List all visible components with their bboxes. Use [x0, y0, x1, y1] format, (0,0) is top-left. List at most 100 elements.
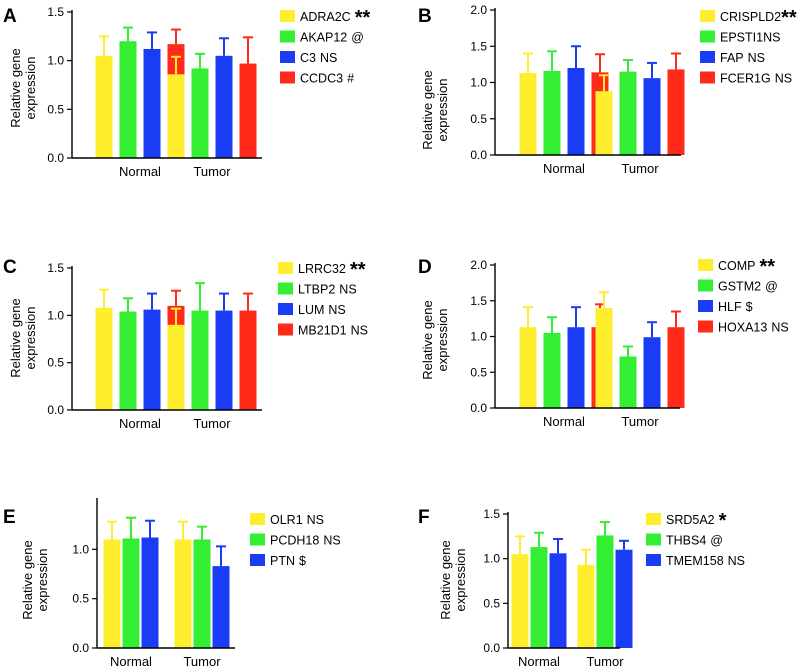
panel-b: B Relative geneexpression Normal Tumor 0.0 0.… — [418, 3, 797, 176]
y-tick-label: 0.5 — [470, 112, 487, 126]
bar-mb21d1-tumor — [239, 310, 257, 410]
y-tick-label: 0.5 — [470, 365, 487, 379]
legend-swatch-crispld2 — [700, 10, 715, 22]
y-tick-label: 1.0 — [470, 330, 487, 344]
y-tick-label: 0.0 — [47, 403, 64, 417]
legend-gene-name: C3 — [300, 51, 316, 65]
legend-swatch-olr1 — [250, 513, 265, 525]
y-tick-label: 0.5 — [72, 592, 89, 606]
y-axis-label-line: Relative gene — [420, 300, 435, 380]
x-tick-label-normal: Normal — [119, 416, 161, 431]
bar-crispld2-tumor — [595, 91, 613, 155]
x-tick-label-normal: Normal — [543, 414, 585, 429]
panel-letter: C — [3, 257, 17, 278]
bar-c3-normal — [143, 48, 161, 159]
legend-gene-name: ADRA2C — [300, 10, 351, 24]
panel-letter: F — [418, 507, 430, 528]
x-tick-label-tumor: Tumor — [193, 164, 231, 179]
y-axis-label-line: Relative gene — [20, 540, 35, 620]
legend-significance-mark: # — [347, 72, 354, 86]
y-tick-label: 1.0 — [483, 552, 500, 566]
bar-olr1-tumor — [174, 539, 192, 648]
y-axis-label-line: Relative gene — [438, 540, 453, 620]
legend-entry-crispld2: CRISPLD2** — [720, 7, 797, 29]
y-tick-label: 1.5 — [470, 39, 487, 53]
bar-srd5a2-normal — [511, 554, 529, 648]
bar-gstm2-normal — [543, 332, 561, 408]
legend-gene-name: CRISPLD2 — [720, 10, 781, 24]
legend-swatch-tmem158 — [646, 554, 661, 566]
legend-swatch-epsti1 — [700, 30, 715, 43]
legend-entry-hlf: HLF $ — [718, 300, 753, 314]
legend-swatch-fap — [700, 51, 715, 63]
bar-thbs4-normal — [530, 547, 548, 648]
legend-entry-adra2c: ADRA2C ** — [300, 7, 371, 29]
legend-gene-name: LUM — [298, 303, 324, 317]
y-axis-label-line: Relative gene — [8, 48, 23, 128]
legend-swatch-srd5a2 — [646, 513, 661, 525]
x-tick-label-tumor: Tumor — [586, 654, 624, 669]
panel-a: A Relative geneexpression Normal Tumor 0.0 0.… — [3, 5, 371, 179]
legend-gene-name: PTN — [270, 554, 295, 568]
y-axis-label: Relative geneexpression — [8, 48, 38, 128]
legend-entry-olr1: OLR1 NS — [270, 513, 324, 527]
y-tick-label: 2.0 — [470, 258, 487, 272]
legend-gene-name: THBS4 — [666, 534, 706, 548]
legend-significance-mark: ** — [355, 7, 371, 29]
panel-f: F Relative geneexpression Normal Tumor 0.0 0.… — [418, 507, 745, 669]
y-tick-label: 0.0 — [72, 641, 89, 655]
bar-comp-tumor — [595, 307, 613, 408]
legend-swatch-comp — [698, 259, 713, 271]
panel-letter: B — [418, 6, 432, 27]
legend-entry-fcer1g: FCER1G NS — [720, 72, 792, 86]
bar-akap12-normal — [119, 41, 137, 159]
legend-swatch-hlf — [698, 300, 713, 312]
bar-akap12-tumor — [191, 68, 209, 158]
y-axis-label-line: Relative gene — [420, 70, 435, 150]
legend-swatch-gstm2 — [698, 279, 713, 292]
legend-significance-mark: ** — [760, 256, 776, 278]
legend-entry-pcdh18: PCDH18 NS — [270, 534, 341, 548]
legend-gene-name: HLF — [718, 300, 742, 314]
legend-significance-mark: * — [719, 510, 727, 532]
legend-entry-akap12: AKAP12 @ — [300, 31, 364, 45]
bar-hlf-normal — [567, 327, 585, 408]
y-tick-label: 0.0 — [483, 641, 500, 655]
legend-swatch-ptn — [250, 554, 265, 566]
legend-swatch-adra2c — [280, 10, 295, 22]
panel-d: D Relative geneexpression Normal Tumor 0.0 0.… — [418, 256, 789, 429]
bar-crispld2-normal — [519, 73, 537, 155]
legend-gene-name: TMEM158 — [666, 554, 724, 568]
y-tick-label: 0.0 — [47, 151, 64, 165]
bar-gstm2-tumor — [619, 356, 637, 408]
legend-significance-mark: @ — [710, 534, 723, 548]
bar-adra2c-tumor — [167, 74, 185, 158]
y-tick-label: 1.5 — [483, 507, 500, 521]
x-tick-label-tumor: Tumor — [621, 161, 659, 176]
legend-swatch-thbs4 — [646, 533, 661, 546]
bar-adra2c-normal — [95, 55, 113, 158]
bar-lum-normal — [143, 309, 161, 410]
y-tick-label: 1.5 — [47, 5, 64, 19]
x-tick-label-normal: Normal — [518, 654, 560, 669]
legend-entry-tmem158: TMEM158 NS — [666, 554, 745, 568]
legend-significance-mark: ** — [781, 7, 797, 29]
panel-c: C Relative geneexpression Normal Tumor 0.0 0.… — [3, 257, 368, 431]
y-axis-label: Relative geneexpression — [20, 540, 50, 620]
legend-swatch-c3 — [280, 51, 295, 63]
legend-significance-mark: NS — [328, 303, 345, 317]
y-axis-label: Relative geneexpression — [420, 300, 450, 380]
legend-gene-name: HOXA13 — [718, 321, 767, 335]
y-axis-label-line: expression — [453, 549, 468, 612]
legend-entry-ltbp2: LTBP2 NS — [298, 283, 357, 297]
legend-significance-mark: $ — [746, 300, 753, 314]
bar-tmem158-normal — [549, 553, 567, 648]
legend-significance-mark: $ — [299, 554, 306, 568]
legend-gene-name: PCDH18 — [270, 534, 319, 548]
legend-entry-lum: LUM NS — [298, 303, 346, 317]
y-tick-label: 1.5 — [470, 294, 487, 308]
y-axis-label: Relative geneexpression — [8, 298, 38, 378]
y-tick-label: 0.0 — [470, 401, 487, 415]
y-axis-label-line: expression — [35, 549, 50, 612]
